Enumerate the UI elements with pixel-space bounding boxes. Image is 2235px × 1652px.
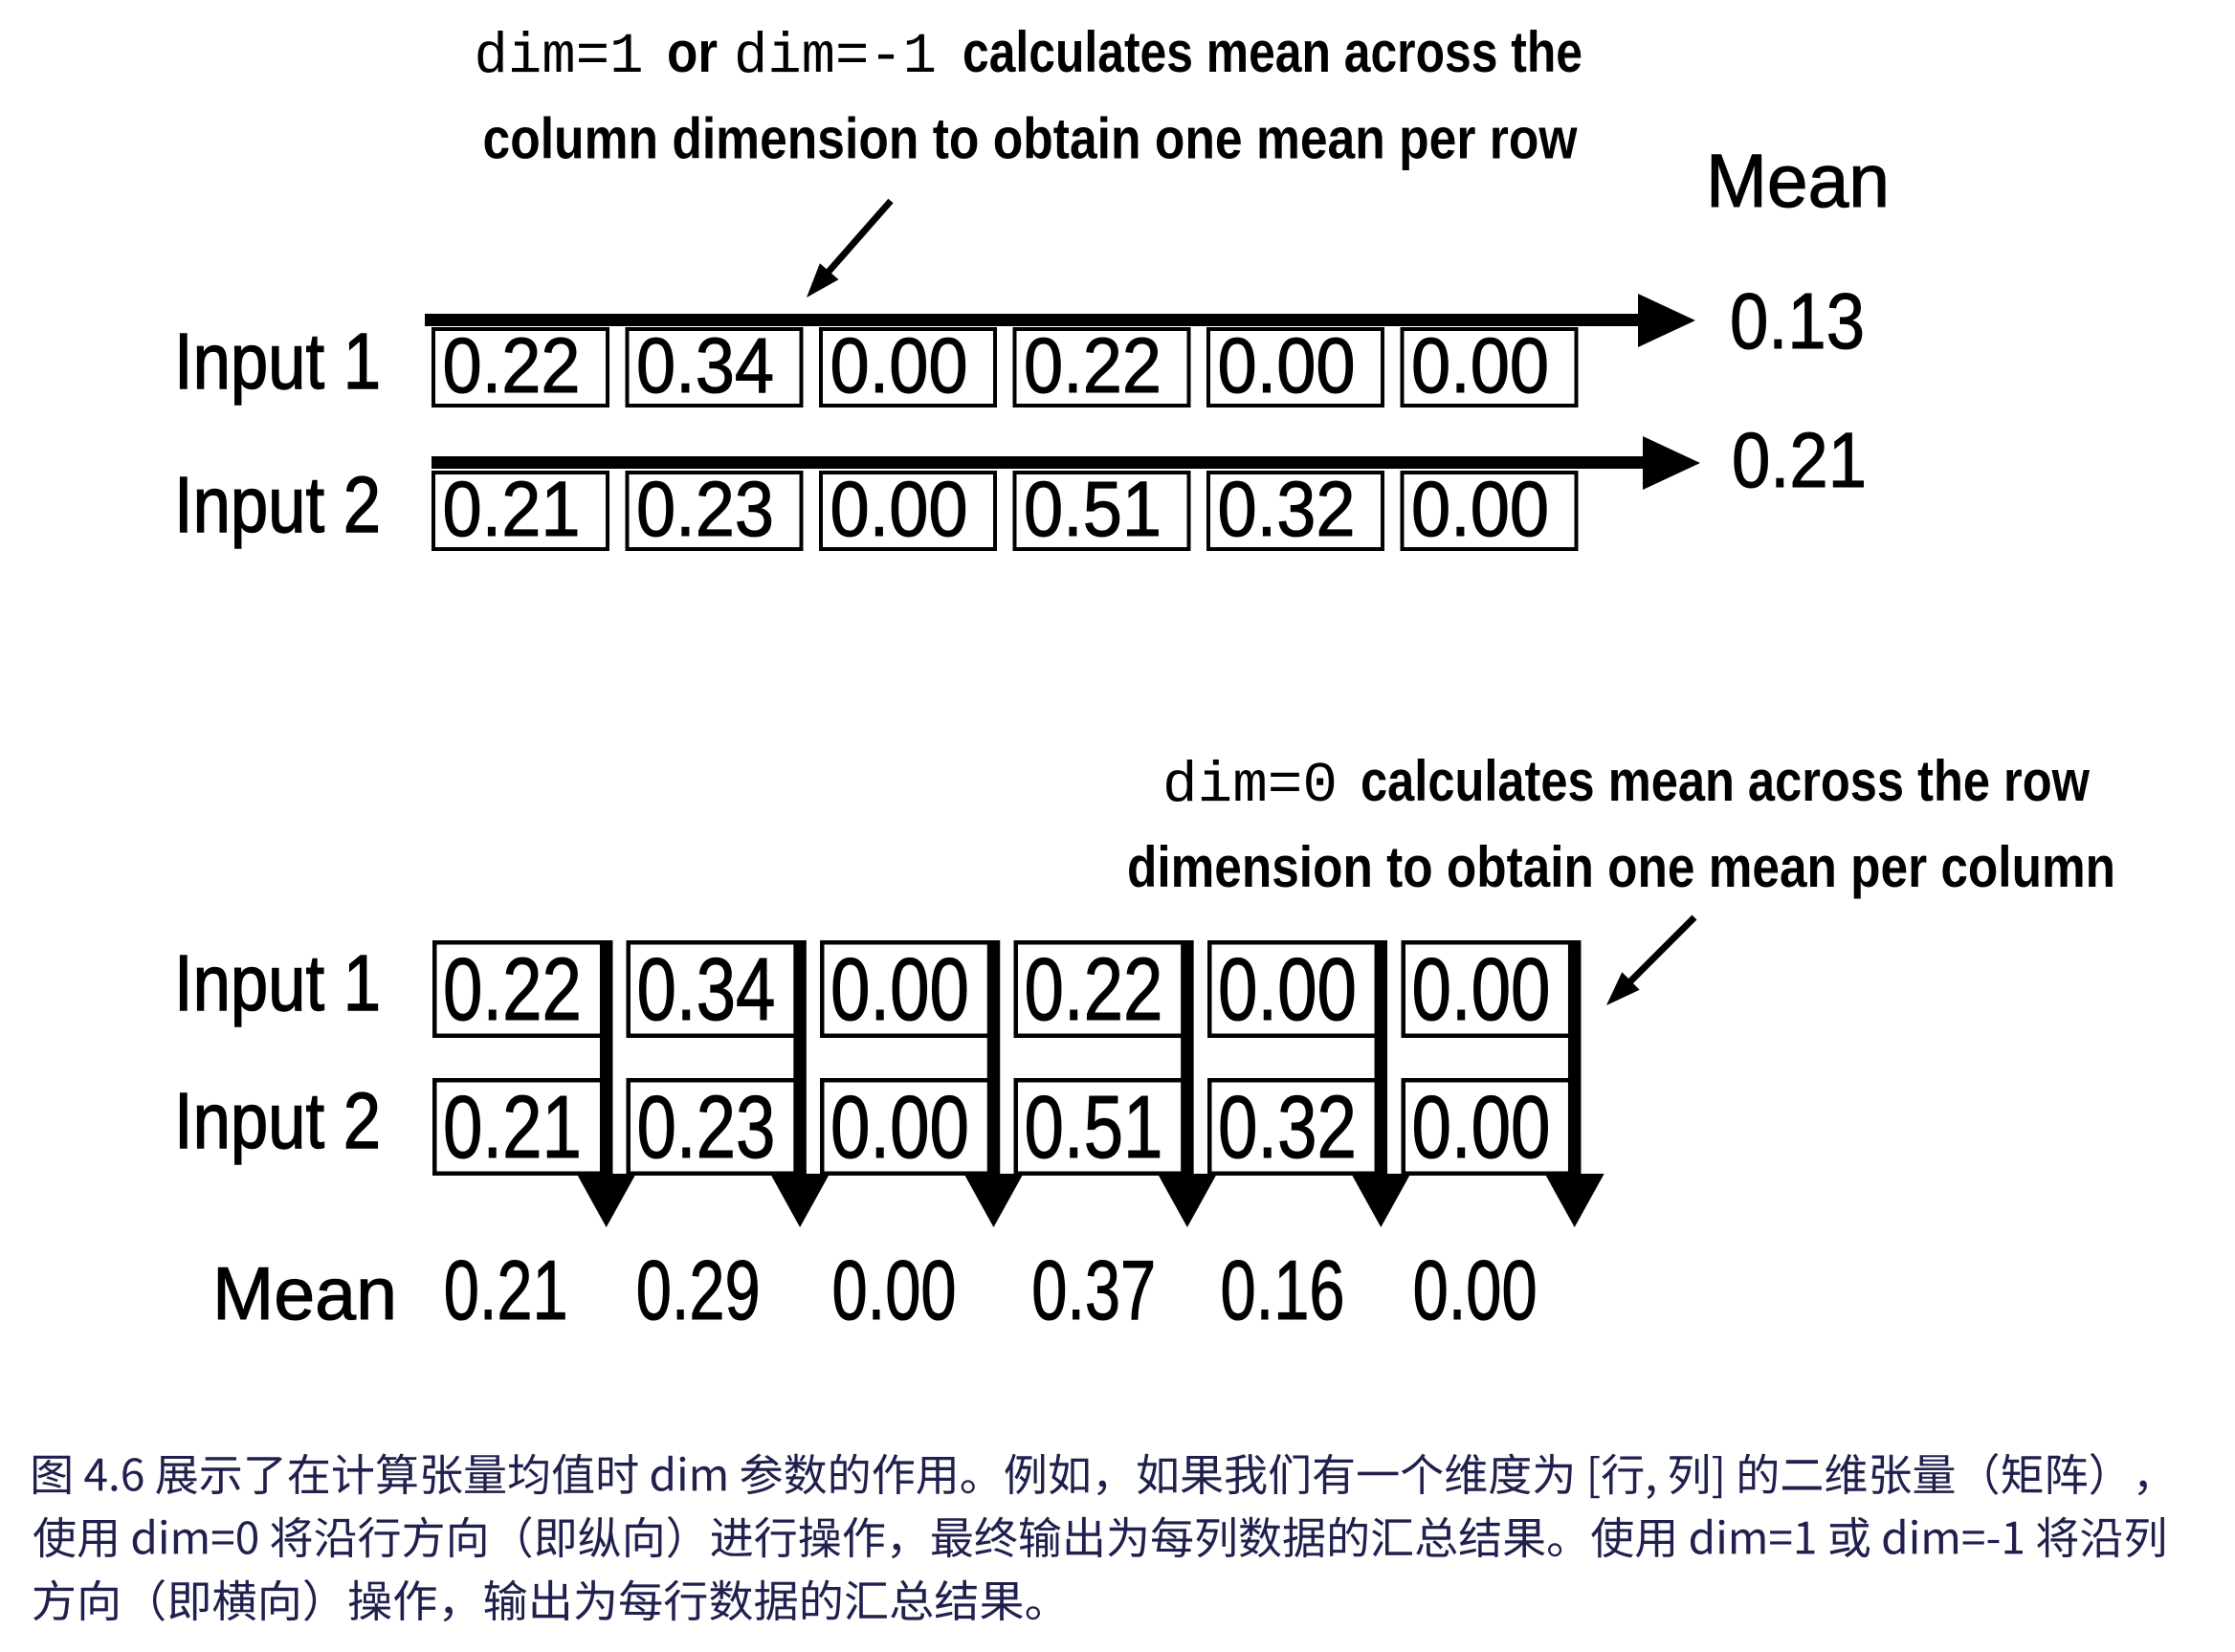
svg-text:0.21: 0.21 [444,1243,568,1337]
svg-text:0.51: 0.51 [1025,1077,1163,1177]
svg-text:0.00: 0.00 [1218,939,1357,1039]
svg-text:0.00: 0.00 [830,466,968,553]
svg-text:0.29: 0.29 [636,1243,761,1337]
svg-text:Input 2: Input 2 [174,1076,381,1165]
svg-text:0.00: 0.00 [1411,466,1549,553]
svg-text:0.51: 0.51 [1024,466,1162,553]
svg-text:0.00: 0.00 [830,939,969,1039]
svg-text:dim=-1: dim=-1 [734,25,937,89]
svg-text:Input 2: Input 2 [174,460,381,549]
svg-text:Input 1: Input 1 [174,938,381,1027]
svg-text:0.34: 0.34 [636,322,774,409]
svg-text:0.21: 0.21 [443,466,581,553]
svg-text:0.00: 0.00 [1412,1077,1551,1177]
svg-text:calculates mean across the: calculates mean across the [963,20,1582,84]
svg-text:dimension to obtain one mean p: dimension to obtain one mean per column [1127,835,2115,899]
svg-text:0.00: 0.00 [1218,322,1356,409]
svg-text:0.21: 0.21 [443,1077,582,1177]
svg-text:0.00: 0.00 [830,1077,969,1177]
svg-text:0.23: 0.23 [636,466,774,553]
svg-text:0.00: 0.00 [830,322,968,409]
svg-text:0.22: 0.22 [443,322,581,409]
svg-text:0.22: 0.22 [443,939,582,1039]
svg-text:0.13: 0.13 [1730,276,1865,365]
svg-text:0.16: 0.16 [1221,1243,1345,1337]
svg-text:0.23: 0.23 [637,1077,776,1177]
svg-text:calculates mean across the row: calculates mean across the row [1361,749,2090,813]
svg-text:dim=1: dim=1 [475,25,644,89]
svg-text:0.22: 0.22 [1024,322,1162,409]
svg-text:0.00: 0.00 [1411,322,1549,409]
svg-text:0.00: 0.00 [832,1243,957,1337]
svg-text:Input 1: Input 1 [174,317,381,406]
svg-text:0.00: 0.00 [1413,1243,1538,1337]
svg-text:0.34: 0.34 [637,939,776,1039]
svg-text:column dimension to obtain one: column dimension to obtain one mean per … [483,107,1578,171]
svg-text:or: or [667,20,718,84]
svg-text:0.32: 0.32 [1218,466,1356,553]
svg-text:0.22: 0.22 [1025,939,1163,1039]
svg-text:dim=0: dim=0 [1162,754,1338,818]
svg-text:0.00: 0.00 [1412,939,1551,1039]
svg-text:Mean: Mean [212,1251,397,1335]
svg-text:0.37: 0.37 [1031,1243,1156,1337]
svg-text:Mean: Mean [1706,138,1890,223]
svg-text:0.32: 0.32 [1218,1077,1357,1177]
svg-text:0.21: 0.21 [1732,417,1867,504]
